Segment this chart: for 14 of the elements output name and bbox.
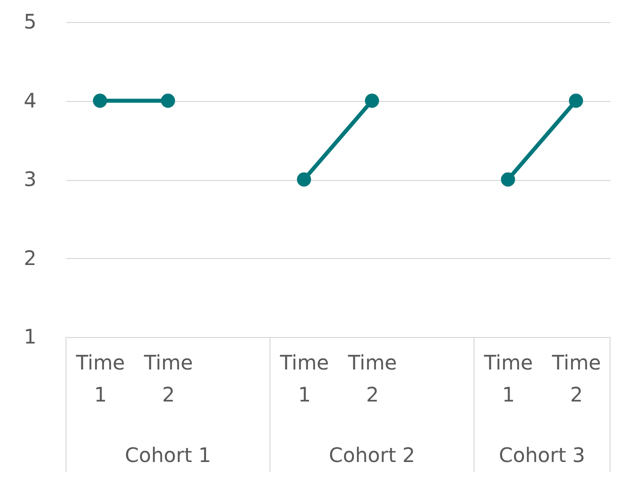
x-tick-label: Time 2 <box>551 350 601 406</box>
y-tick-label: 2 <box>24 246 36 270</box>
text: Cohort 3 <box>498 443 586 467</box>
y-tick-label: 5 <box>24 10 36 34</box>
text: Cohort 1 <box>124 443 212 467</box>
x-tick-label: Time 2 <box>347 350 397 406</box>
x-tick-label: Time 2 <box>143 350 193 406</box>
x-tick-label: Time 1 <box>75 350 125 406</box>
x-tick-label: Time 1 <box>483 350 533 406</box>
y-tick-label: 1 <box>24 324 36 348</box>
x-tick-label: Time 1 <box>279 350 329 406</box>
y-tick-label: 3 <box>24 167 36 191</box>
text: Cohort 2 <box>328 443 416 467</box>
y-tick-label: 4 <box>24 88 36 112</box>
